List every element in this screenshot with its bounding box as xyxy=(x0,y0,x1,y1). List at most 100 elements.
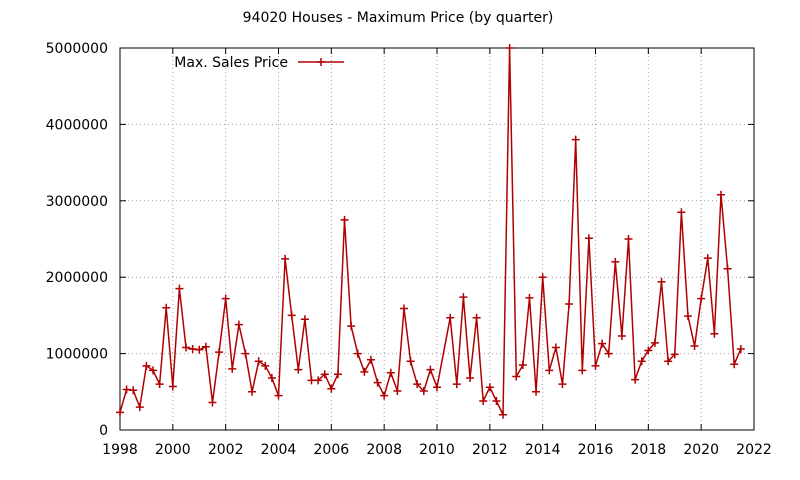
data-point xyxy=(248,387,257,396)
series-line xyxy=(119,47,742,416)
data-point xyxy=(116,408,124,417)
data-point xyxy=(505,44,514,52)
data-point xyxy=(631,375,640,384)
data-point xyxy=(551,343,560,352)
data-point xyxy=(532,387,541,396)
data-point xyxy=(300,315,309,324)
x-tick-label: 2006 xyxy=(314,442,350,458)
data-point xyxy=(380,391,389,400)
data-point xyxy=(340,215,349,224)
data-point xyxy=(182,343,191,352)
data-point xyxy=(657,277,666,286)
data-point xyxy=(393,387,402,396)
x-tick-label: 2016 xyxy=(578,442,614,458)
data-point xyxy=(314,376,323,385)
x-tick-label: 2018 xyxy=(631,442,667,458)
data-point xyxy=(149,366,158,375)
data-point xyxy=(677,208,686,217)
data-point xyxy=(129,386,138,395)
data-point xyxy=(466,374,475,383)
legend-label: Max. Sales Price xyxy=(174,55,288,71)
data-point xyxy=(452,380,461,389)
data-point xyxy=(650,338,659,347)
data-point xyxy=(155,380,164,389)
data-point xyxy=(571,135,580,144)
x-tick-label: 2004 xyxy=(261,442,297,458)
data-point xyxy=(221,294,230,303)
x-tick-label: 2002 xyxy=(208,442,244,458)
data-point xyxy=(485,383,494,392)
x-tick-label: 2020 xyxy=(683,442,719,458)
y-tick-label: 0 xyxy=(99,423,108,439)
y-tick-label: 3000000 xyxy=(46,194,108,210)
data-point xyxy=(228,364,237,373)
data-point xyxy=(472,313,481,322)
x-tick-label: 2010 xyxy=(419,442,455,458)
data-point xyxy=(736,345,745,354)
data-point xyxy=(267,374,276,383)
data-point xyxy=(690,341,699,350)
data-point xyxy=(538,273,547,282)
data-point xyxy=(320,370,329,379)
data-point xyxy=(670,350,679,359)
data-point xyxy=(327,384,336,393)
y-tick-label: 5000000 xyxy=(46,41,108,57)
legend: Max. Sales Price xyxy=(174,55,344,71)
data-point xyxy=(710,329,719,338)
x-tick-label: 2008 xyxy=(366,442,402,458)
data-point xyxy=(399,304,408,313)
data-point xyxy=(294,365,303,374)
data-point xyxy=(386,368,395,377)
data-point xyxy=(254,357,263,366)
y-tick-label: 4000000 xyxy=(46,117,108,133)
data-point xyxy=(406,357,415,366)
data-point xyxy=(188,345,197,354)
data-point xyxy=(716,190,725,199)
data-point xyxy=(135,403,144,412)
data-point xyxy=(333,370,342,379)
data-point xyxy=(366,355,375,364)
data-point xyxy=(142,361,151,370)
data-point xyxy=(241,349,250,358)
data-point xyxy=(234,320,243,329)
data-point xyxy=(558,380,567,389)
data-point xyxy=(419,387,428,396)
data-point xyxy=(578,366,587,375)
data-point xyxy=(617,332,626,341)
data-point xyxy=(281,254,290,263)
data-point xyxy=(446,313,455,322)
data-point xyxy=(162,303,171,312)
data-point xyxy=(611,257,620,266)
data-point xyxy=(373,378,382,387)
data-point xyxy=(215,348,224,357)
data-point xyxy=(360,367,369,376)
data-point xyxy=(525,293,534,302)
x-tick-label: 1998 xyxy=(102,442,138,458)
data-point xyxy=(353,349,362,358)
data-point xyxy=(347,322,356,331)
tick-labels: 1998 2000 2002 2004 2006 2008 2010 2012 2014 2016… xyxy=(46,41,772,458)
legend-marker xyxy=(317,58,325,66)
data-point xyxy=(261,361,270,370)
data-point xyxy=(624,235,633,243)
data-point xyxy=(703,254,712,263)
data-point xyxy=(208,398,217,407)
grid xyxy=(120,48,754,430)
data-point xyxy=(433,383,441,392)
x-tick-label: 2022 xyxy=(736,442,772,458)
series-layer xyxy=(116,44,745,419)
data-point xyxy=(545,366,554,375)
y-tick-label: 2000000 xyxy=(46,270,108,286)
chart-title: 94020 Houses - Maximum Price (by quarter… xyxy=(243,10,554,26)
data-point xyxy=(479,396,488,405)
data-point xyxy=(413,380,422,389)
data-point xyxy=(565,299,574,308)
data-point xyxy=(175,284,184,293)
data-point xyxy=(168,382,177,391)
data-point xyxy=(492,396,501,405)
data-point xyxy=(697,294,706,303)
y-tick-label: 1000000 xyxy=(46,347,108,363)
data-point xyxy=(274,391,283,400)
data-point xyxy=(499,410,508,419)
data-point xyxy=(723,264,732,273)
